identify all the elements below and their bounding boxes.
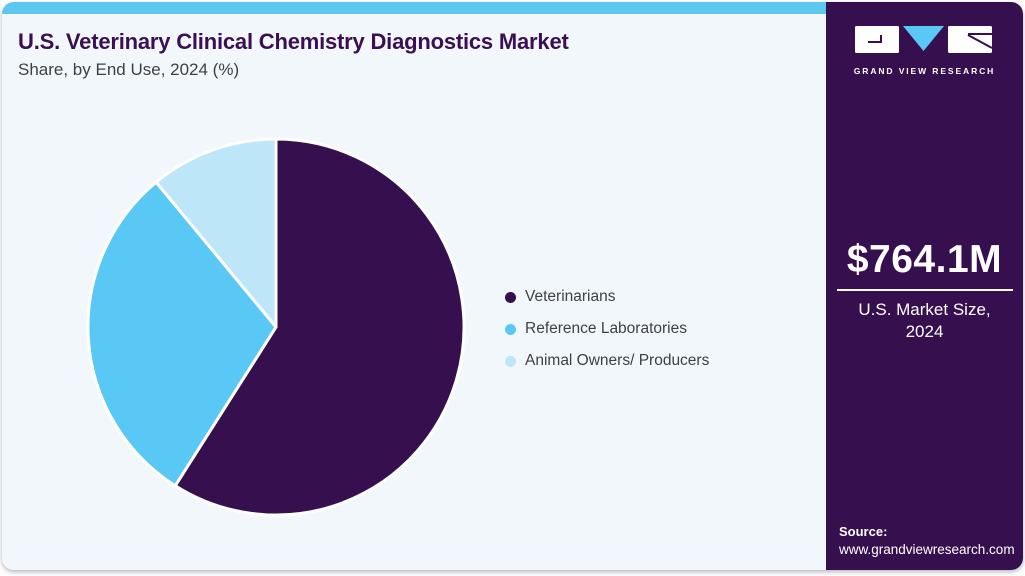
- legend-swatch-icon: [505, 355, 516, 367]
- legend-label: Animal Owners/ Producers: [525, 352, 710, 369]
- chart-subtitle: Share, by End Use, 2024 (%): [18, 60, 240, 79]
- legend-item: Veterinarians: [505, 286, 709, 308]
- top-accent-bar: [2, 2, 826, 14]
- source-label: Source:: [839, 524, 888, 539]
- chart-title: U.S. Veterinary Clinical Chemistry Diagn…: [18, 29, 569, 54]
- pie-slice: [86, 180, 278, 488]
- legend: Veterinarians Reference Laboratories Anima…: [505, 286, 709, 382]
- legend-label: Reference Laboratories: [525, 320, 687, 337]
- market-size-value: $764.1M: [846, 238, 1003, 281]
- brand-logo-block: GRAND VIEW RESEARCH: [826, 26, 1023, 76]
- legend-item: Animal Owners/ Producers: [505, 350, 709, 372]
- pie-chart: [86, 137, 466, 517]
- source-url-link[interactable]: www.grandviewresearch.com: [839, 542, 1015, 557]
- chart-panel: U.S. Veterinary Clinical Chemistry Diagn…: [2, 2, 826, 570]
- legend-label: Veterinarians: [525, 288, 616, 305]
- source-block: Source: www.grandviewresearch.com: [839, 524, 1015, 557]
- brand-name: GRAND VIEW RESEARCH: [853, 66, 996, 76]
- brand-panel: GRAND VIEW RESEARCH $764.1M U.S. Market …: [826, 2, 1023, 570]
- market-size-block: $764.1M U.S. Market Size, 2024: [826, 238, 1023, 344]
- market-size-divider: [836, 289, 1013, 291]
- market-size-label: U.S. Market Size, 2024: [858, 300, 991, 342]
- gvr-logo-icon: [854, 26, 992, 53]
- pie-slice: [173, 137, 466, 517]
- pie-slice: [154, 137, 278, 329]
- legend-swatch-icon: [505, 291, 516, 303]
- legend-item: Reference Laboratories: [505, 318, 709, 340]
- legend-swatch-icon: [505, 323, 516, 335]
